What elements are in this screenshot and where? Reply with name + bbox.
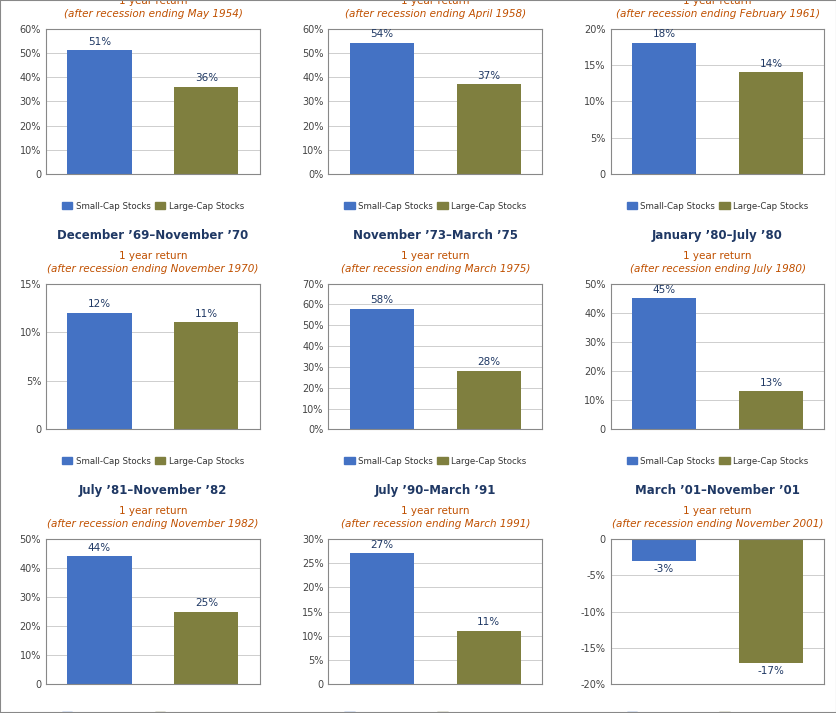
Text: (after recession ending November 2001): (after recession ending November 2001) (611, 519, 823, 529)
Text: 13%: 13% (758, 378, 782, 388)
Bar (68, 556, 131, 684)
Legend: Small-Cap Stocks, Large-Cap Stocks: Small-Cap Stocks, Large-Cap Stocks (626, 202, 808, 211)
Bar (456, 631, 520, 684)
Bar (349, 43, 413, 174)
Legend: Small-Cap Stocks, Large-Cap Stocks: Small-Cap Stocks, Large-Cap Stocks (626, 712, 808, 713)
Text: 1 year return: 1 year return (682, 0, 751, 6)
Bar (738, 539, 802, 662)
Text: -3%: -3% (653, 564, 673, 574)
Title: January ’80–July ’80: January ’80–July ’80 (651, 229, 782, 242)
Legend: Small-Cap Stocks, Large-Cap Stocks: Small-Cap Stocks, Large-Cap Stocks (62, 457, 243, 466)
Text: 1 year return: 1 year return (400, 506, 469, 516)
Text: 58%: 58% (370, 295, 393, 305)
Text: (after recession ending May 1954): (after recession ending May 1954) (64, 9, 242, 19)
Text: 36%: 36% (195, 73, 217, 83)
Text: 1 year return: 1 year return (119, 0, 187, 6)
Bar (174, 612, 238, 684)
Text: 1 year return: 1 year return (682, 251, 751, 261)
Bar (631, 539, 696, 560)
Legend: Small-Cap Stocks, Large-Cap Stocks: Small-Cap Stocks, Large-Cap Stocks (62, 712, 243, 713)
Text: (after recession ending July 1980): (after recession ending July 1980) (629, 264, 804, 274)
Text: 28%: 28% (477, 357, 500, 367)
Text: (after recession ending March 1975): (after recession ending March 1975) (340, 264, 529, 274)
Bar (174, 87, 238, 174)
Bar (349, 553, 413, 684)
Text: (after recession ending November 1982): (after recession ending November 1982) (47, 519, 258, 529)
Bar (456, 371, 520, 429)
Text: 44%: 44% (88, 543, 111, 553)
Text: 37%: 37% (477, 71, 500, 81)
Text: (after recession ending February 1961): (after recession ending February 1961) (614, 9, 818, 19)
Text: (after recession ending April 1958): (after recession ending April 1958) (344, 9, 525, 19)
Legend: Small-Cap Stocks, Large-Cap Stocks: Small-Cap Stocks, Large-Cap Stocks (344, 457, 526, 466)
Bar (738, 72, 802, 174)
Bar (456, 84, 520, 174)
Text: 1 year return: 1 year return (682, 506, 751, 516)
Text: 18%: 18% (652, 29, 675, 39)
Bar (68, 51, 131, 174)
Bar (349, 309, 413, 429)
Bar (631, 43, 696, 174)
Text: 25%: 25% (195, 598, 217, 608)
Text: 1 year return: 1 year return (119, 506, 187, 516)
Bar (174, 322, 238, 429)
Text: 51%: 51% (88, 37, 111, 47)
Title: November ’73–March ’75: November ’73–March ’75 (352, 229, 517, 242)
Text: 54%: 54% (370, 29, 393, 39)
Legend: Small-Cap Stocks, Large-Cap Stocks: Small-Cap Stocks, Large-Cap Stocks (62, 202, 243, 211)
Bar (68, 313, 131, 429)
Text: 1 year return: 1 year return (119, 251, 187, 261)
Bar (738, 391, 802, 429)
Text: 12%: 12% (88, 299, 111, 309)
Text: 45%: 45% (652, 284, 675, 294)
Text: 1 year return: 1 year return (400, 251, 469, 261)
Text: 11%: 11% (195, 309, 217, 319)
Legend: Small-Cap Stocks, Large-Cap Stocks: Small-Cap Stocks, Large-Cap Stocks (626, 457, 808, 466)
Text: -17%: -17% (757, 666, 783, 676)
Title: July ’90–March ’91: July ’90–March ’91 (374, 484, 496, 497)
Legend: Small-Cap Stocks, Large-Cap Stocks: Small-Cap Stocks, Large-Cap Stocks (344, 712, 526, 713)
Text: 1 year return: 1 year return (400, 0, 469, 6)
Text: (after recession ending March 1991): (after recession ending March 1991) (340, 519, 529, 529)
Text: (after recession ending November 1970): (after recession ending November 1970) (47, 264, 258, 274)
Legend: Small-Cap Stocks, Large-Cap Stocks: Small-Cap Stocks, Large-Cap Stocks (344, 202, 526, 211)
Title: March ’01–November ’01: March ’01–November ’01 (635, 484, 799, 497)
Title: July ’81–November ’82: July ’81–November ’82 (79, 484, 227, 497)
Bar (631, 298, 696, 429)
Text: 11%: 11% (477, 617, 500, 627)
Text: 27%: 27% (370, 540, 393, 550)
Text: 14%: 14% (758, 58, 782, 68)
Title: December ’69–November ’70: December ’69–November ’70 (57, 229, 248, 242)
